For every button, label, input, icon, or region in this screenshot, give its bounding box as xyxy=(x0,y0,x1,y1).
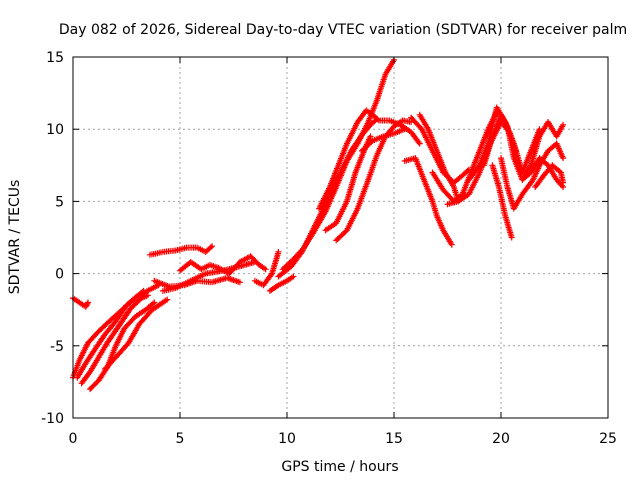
series-track-r xyxy=(358,126,408,154)
data-point-markers xyxy=(401,155,455,248)
series-track-aa xyxy=(498,140,567,212)
data-point-markers xyxy=(532,162,567,190)
series-track-j xyxy=(177,253,269,277)
y-tick-label: -10 xyxy=(41,411,64,427)
x-tick-label: 5 xyxy=(176,431,185,447)
chart-title: Day 082 of 2026, Sidereal Day-to-day VTE… xyxy=(59,22,627,38)
data-point-markers xyxy=(498,140,567,212)
x-axis: 0 5 10 15 20 25 xyxy=(69,57,617,447)
data-point-markers xyxy=(480,111,567,183)
series-track-n xyxy=(279,56,397,273)
data-point-markers xyxy=(358,126,408,154)
series-track-y xyxy=(480,111,567,183)
series-track-g xyxy=(147,243,216,258)
series-track-f xyxy=(102,296,171,372)
series-track-d xyxy=(78,292,151,387)
data-point-markers xyxy=(78,292,151,387)
x-tick-label: 20 xyxy=(492,431,510,447)
y-tick-label: -5 xyxy=(50,339,64,355)
series-track-o xyxy=(316,107,423,212)
x-axis-label: GPS time / hours xyxy=(281,459,398,475)
x-tick-label: 10 xyxy=(278,431,296,447)
x-tick-label: 15 xyxy=(385,431,403,447)
series-track-z xyxy=(489,162,515,241)
series-track-u xyxy=(401,155,455,248)
data-point-markers xyxy=(74,282,162,381)
series-track-c xyxy=(74,282,162,381)
series-layer xyxy=(70,56,567,393)
y-axis-label: SDTVAR / TECUs xyxy=(7,180,23,295)
data-point-markers xyxy=(147,243,216,258)
data-point-markers xyxy=(102,296,171,372)
data-point-markers xyxy=(316,107,423,212)
y-tick-label: 0 xyxy=(55,267,64,283)
data-point-markers xyxy=(251,248,282,289)
series-track-k xyxy=(251,248,282,289)
series-track-ac xyxy=(532,162,567,190)
y-axis: -10 -5 0 5 10 15 xyxy=(41,50,608,427)
x-tick-label: 25 xyxy=(599,431,617,447)
y-tick-label: 10 xyxy=(46,122,64,138)
y-tick-label: 5 xyxy=(55,194,64,210)
plot-frame xyxy=(72,56,609,419)
y-tick-label: 15 xyxy=(46,50,64,66)
data-point-markers xyxy=(177,253,269,277)
data-point-markers xyxy=(266,273,297,294)
series-track-l xyxy=(266,273,297,294)
data-point-markers xyxy=(279,56,397,273)
data-point-markers xyxy=(489,162,515,241)
x-tick-label: 0 xyxy=(69,431,78,447)
